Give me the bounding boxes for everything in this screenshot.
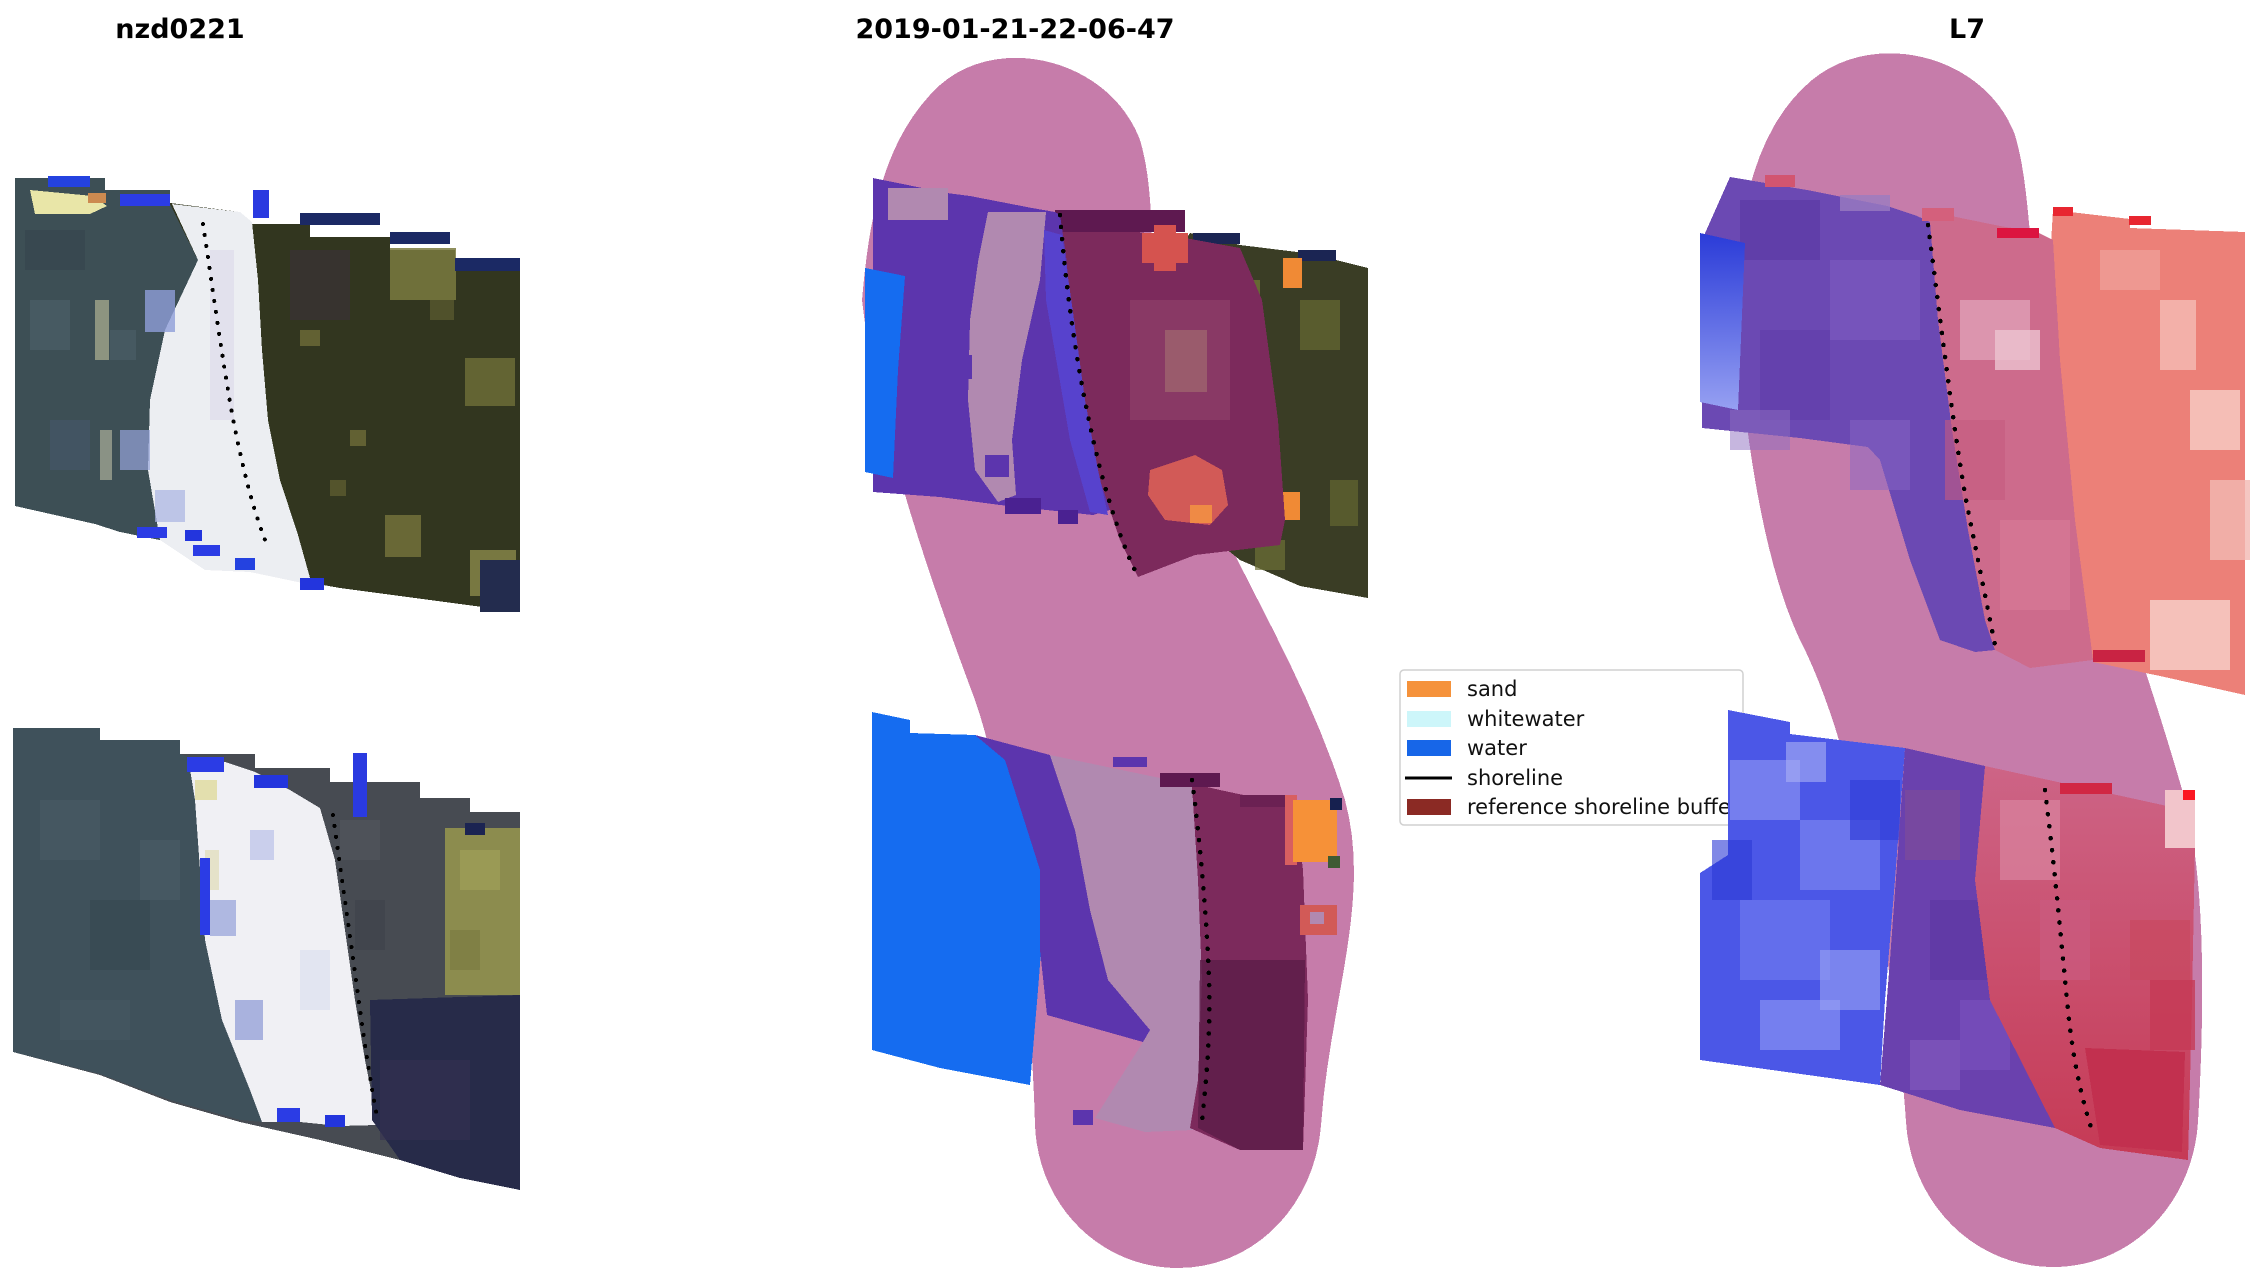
rose-texture bbox=[1922, 208, 2070, 610]
dune-orange-speck bbox=[88, 193, 106, 203]
purple-bit2 bbox=[1113, 757, 1147, 767]
land-index-salmon-strip bbox=[2050, 210, 2245, 695]
purple-bit bbox=[1073, 1110, 1093, 1125]
water-class-purple bbox=[975, 735, 1150, 1042]
legend-swatch-water bbox=[1407, 740, 1451, 756]
salmon-orange-bit bbox=[1190, 505, 1212, 523]
whitewater-class-lavender bbox=[968, 212, 1046, 502]
panel-title-sitename: nzd0221 bbox=[115, 14, 244, 45]
shoreline-dotted-top-left bbox=[201, 222, 267, 542]
surf-texture bbox=[195, 780, 330, 1040]
legend-swatch-buffer bbox=[1407, 799, 1451, 815]
land-texture bbox=[290, 213, 520, 612]
panel-classified bbox=[862, 57, 1368, 1268]
land-texture bbox=[340, 820, 520, 1190]
legend-label-buffer: reference shoreline buffer bbox=[1467, 795, 1740, 819]
panel-title-sensor: L7 bbox=[1949, 14, 1985, 45]
shoreline-dotted-top-right bbox=[1925, 222, 1999, 653]
surf-texture bbox=[95, 250, 234, 522]
l7-top-scene bbox=[1700, 175, 2250, 695]
dune-patch bbox=[30, 190, 107, 214]
legend-label-whitewater: whitewater bbox=[1467, 707, 1585, 731]
ocean-texture bbox=[25, 230, 136, 470]
legend-label-water: water bbox=[1467, 736, 1527, 760]
blue-texture bbox=[1712, 742, 1900, 1050]
maroon-texture bbox=[1055, 210, 1230, 420]
panel-l7 bbox=[1700, 53, 2250, 1267]
lavender-top-patch bbox=[888, 188, 948, 220]
legend-label-shoreline: shoreline bbox=[1467, 766, 1563, 790]
rgb-top-scene bbox=[15, 176, 520, 612]
legend-swatch-sand bbox=[1407, 681, 1451, 697]
shoreline-dotted-bottom-middle bbox=[1189, 777, 1212, 1125]
legend-label-sand: sand bbox=[1467, 677, 1517, 701]
purple-specks bbox=[950, 355, 1078, 524]
water-class-blue bbox=[872, 712, 1045, 1085]
water-class-blue-strip bbox=[865, 268, 905, 478]
panel-title-date: 2019-01-21-22-06-47 bbox=[855, 14, 1174, 45]
legend: sand whitewater water shoreline referenc… bbox=[1399, 669, 1744, 826]
salmon-texture bbox=[2053, 207, 2250, 670]
sand-patch-group bbox=[1285, 795, 1342, 935]
rgb-bottom-scene bbox=[13, 728, 520, 1190]
l7-bottom-scene bbox=[1700, 710, 2195, 1160]
edge-artifacts-blue bbox=[48, 176, 324, 590]
purple-texture bbox=[1730, 175, 1920, 490]
whitewater-class-lavender bbox=[1050, 755, 1202, 1132]
rose-texture bbox=[2000, 783, 2195, 1152]
maroon-dark-lower bbox=[1198, 960, 1305, 1150]
purple-texture bbox=[1905, 790, 2010, 1090]
classified-top-scene bbox=[865, 178, 1368, 598]
edge-artifacts-blue bbox=[187, 753, 367, 1127]
water-gradient-strip bbox=[1700, 233, 1745, 410]
ocean-texture bbox=[40, 800, 180, 1040]
classified-bottom-scene bbox=[872, 712, 1342, 1150]
legend-swatch-whitewater bbox=[1407, 711, 1451, 727]
panel-rgb bbox=[13, 176, 520, 1190]
shoreline-dotted-bottom-right bbox=[2042, 787, 2097, 1139]
water-index-purple bbox=[1702, 177, 1995, 652]
